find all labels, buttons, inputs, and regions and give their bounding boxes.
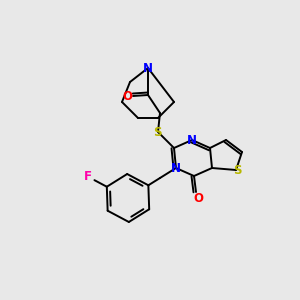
- Text: O: O: [122, 91, 132, 103]
- Text: N: N: [171, 161, 181, 175]
- Text: O: O: [193, 193, 203, 206]
- Text: F: F: [84, 170, 92, 183]
- Text: S: S: [153, 127, 161, 140]
- Text: N: N: [143, 61, 153, 74]
- Text: S: S: [233, 164, 241, 178]
- Text: N: N: [187, 134, 197, 146]
